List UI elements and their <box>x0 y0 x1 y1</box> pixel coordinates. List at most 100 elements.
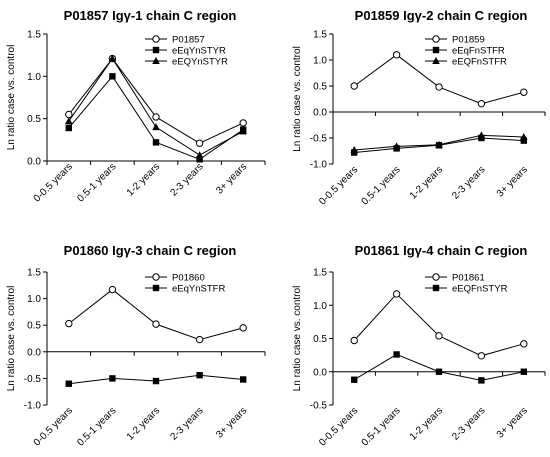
x-tick-label: 0.5-1 years <box>75 161 118 204</box>
legend-label: P01860 <box>172 273 205 284</box>
y-tick-label: 0.0 <box>313 367 327 378</box>
chart-title: P01859 Igγ-2 chain C region <box>355 8 528 23</box>
data-point-1 <box>152 113 160 121</box>
x-tick-label: 1-2 years <box>125 405 162 442</box>
x-tick-label: 2-3 years <box>450 405 487 442</box>
legend-marker <box>152 273 160 281</box>
data-point-2 <box>240 376 247 383</box>
data-point-1 <box>239 324 247 332</box>
x-tick-label: 0.5-1 years <box>360 164 403 207</box>
data-point-2 <box>152 139 160 146</box>
legend-label: eEqYnSTFR <box>172 284 225 295</box>
y-axis-label: Ln ratio case vs. control <box>292 286 303 392</box>
legend-marker <box>152 57 160 64</box>
y-tick-label: 0.5 <box>313 82 327 93</box>
data-point-3 <box>195 151 204 159</box>
series-line-1 <box>68 57 244 144</box>
legend-marker <box>152 46 160 54</box>
data-point-1 <box>520 340 528 348</box>
data-point-2 <box>65 124 72 132</box>
data-point-2 <box>478 377 485 384</box>
legend-marker <box>152 284 160 292</box>
y-axis-label: Ln ratio case vs. control <box>292 46 303 152</box>
data-point-3 <box>477 131 486 139</box>
y-tick-label: 0.0 <box>27 347 41 358</box>
data-point-1 <box>195 139 204 147</box>
y-tick-label: 0.0 <box>313 108 327 119</box>
x-tick-label: 3+ years <box>495 405 530 440</box>
x-tick-label: 0.5-1 years <box>75 405 118 448</box>
x-tick-label: 3+ years <box>495 164 530 199</box>
x-tick-label: 2-3 years <box>450 164 487 201</box>
data-point-2 <box>65 380 72 387</box>
x-tick-label: 1-2 years <box>408 405 445 442</box>
y-tick-label: 1.0 <box>313 301 327 312</box>
chart-title: P01857 Igγ-1 chain C region <box>64 8 237 23</box>
data-point-1 <box>477 99 486 108</box>
data-point-3 <box>350 145 358 153</box>
series-line-2 <box>353 353 524 381</box>
y-axis-label: Ln ratio case vs. control <box>6 286 17 392</box>
data-point-1 <box>435 83 443 91</box>
series-line-1 <box>68 288 244 341</box>
legend-label: eEqYnSTYR <box>172 46 226 57</box>
x-tick-label: 1-2 years <box>125 161 162 198</box>
data-point-1 <box>350 336 358 345</box>
data-point-2 <box>196 156 203 163</box>
panel-2: P01859 Igγ-2 chain C region Ln ratio case… <box>292 8 546 207</box>
data-point-3 <box>239 127 247 135</box>
chart-title: P01860 Igγ-3 chain C region <box>64 243 237 258</box>
data-point-3 <box>108 54 117 62</box>
y-axis-label: Ln ratio case vs. control <box>6 45 17 151</box>
data-point-3 <box>65 117 73 125</box>
y-tick-label: 0.5 <box>27 321 41 332</box>
data-point-1 <box>65 319 73 328</box>
legend-marker <box>152 35 160 43</box>
x-tick-label: 2-3 years <box>168 405 205 442</box>
data-point-2 <box>520 137 527 144</box>
data-point-3 <box>392 142 401 150</box>
data-point-2 <box>109 73 116 80</box>
x-tick-label: 0-0.5 years <box>317 405 360 448</box>
x-tick-label: 3+ years <box>214 161 249 196</box>
y-tick-label: -1.0 <box>310 160 328 171</box>
data-point-1 <box>108 285 117 294</box>
data-point-2 <box>152 377 160 385</box>
panel-4: P01861 Igγ-4 chain C region Ln ratio case… <box>292 243 546 448</box>
legend-label: eEQFnSTFR <box>452 57 507 68</box>
data-point-1 <box>520 88 528 96</box>
legend-label: eEQFnSTYR <box>452 284 508 295</box>
legend-marker <box>432 35 440 43</box>
y-tick-label: -0.5 <box>24 374 42 385</box>
data-point-2 <box>109 375 116 382</box>
y-tick-label: 1.0 <box>27 294 41 305</box>
y-tick-label: 1.5 <box>27 268 41 279</box>
x-tick-label: 3+ years <box>214 405 249 440</box>
y-tick-label: 1.5 <box>313 30 327 41</box>
data-point-1 <box>435 332 443 340</box>
legend-marker <box>432 46 440 54</box>
legend-marker <box>432 284 440 292</box>
y-tick-label: -0.5 <box>310 401 328 412</box>
x-tick-label: 0-0.5 years <box>32 161 75 204</box>
y-tick-label: -1.0 <box>24 401 42 412</box>
x-tick-label: 0-0.5 years <box>32 405 75 448</box>
y-tick-label: -0.5 <box>310 134 328 145</box>
y-tick-label: 1.0 <box>313 56 327 67</box>
data-point-1 <box>152 320 160 328</box>
y-tick-label: 1.5 <box>313 268 327 279</box>
y-tick-label: 1.0 <box>27 72 41 83</box>
data-point-1 <box>392 290 401 298</box>
data-point-1 <box>350 82 358 90</box>
data-point-1 <box>195 335 204 344</box>
panel-3: P01860 Igγ-3 chain C region Ln ratio case… <box>6 243 266 448</box>
legend-label: P01859 <box>452 35 485 46</box>
data-point-1 <box>392 51 401 59</box>
series-line-1 <box>353 293 524 357</box>
data-point-2 <box>393 351 400 358</box>
y-tick-label: 0.0 <box>27 157 41 168</box>
legend-label: eEQYnSTYR <box>172 57 228 68</box>
data-point-3 <box>435 140 443 148</box>
y-tick-label: 0.5 <box>27 114 41 125</box>
